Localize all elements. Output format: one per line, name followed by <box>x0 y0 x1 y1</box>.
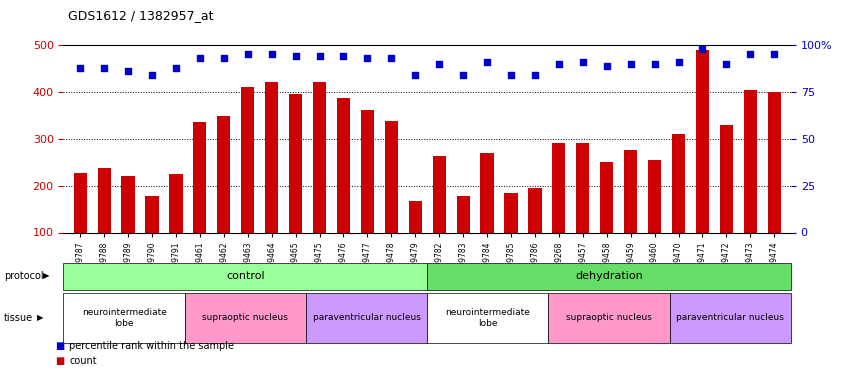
Text: tissue: tissue <box>4 313 33 323</box>
Bar <box>169 174 183 232</box>
Text: count: count <box>69 356 97 366</box>
Bar <box>360 110 374 232</box>
Point <box>265 51 278 57</box>
Point <box>193 55 206 61</box>
Text: supraoptic nucleus: supraoptic nucleus <box>202 314 288 322</box>
Point <box>121 68 135 74</box>
Bar <box>504 193 518 232</box>
Bar <box>313 82 326 232</box>
Bar <box>146 196 158 232</box>
Text: ▶: ▶ <box>43 272 50 280</box>
Bar <box>289 94 302 232</box>
Bar <box>672 134 685 232</box>
Text: protocol: protocol <box>4 271 44 281</box>
Point <box>720 61 733 67</box>
Point <box>360 55 374 61</box>
Point <box>385 55 398 61</box>
Point <box>241 51 255 57</box>
Bar <box>241 87 255 232</box>
Bar <box>122 176 135 232</box>
Bar <box>696 50 709 232</box>
Text: ▶: ▶ <box>37 314 44 322</box>
Text: paraventricular nucleus: paraventricular nucleus <box>313 314 420 322</box>
Point <box>74 64 87 70</box>
Point <box>576 59 590 65</box>
Bar <box>624 150 637 232</box>
Text: neurointermediate
lobe: neurointermediate lobe <box>82 308 167 327</box>
Text: GDS1612 / 1382957_at: GDS1612 / 1382957_at <box>68 9 213 22</box>
Point <box>313 53 327 59</box>
Point <box>169 64 183 70</box>
Text: neurointermediate
lobe: neurointermediate lobe <box>446 308 530 327</box>
Text: control: control <box>226 271 265 281</box>
Text: supraoptic nucleus: supraoptic nucleus <box>566 314 652 322</box>
Point <box>695 46 709 52</box>
Bar <box>97 168 111 232</box>
Bar <box>74 172 87 232</box>
Point <box>456 72 470 78</box>
Point <box>648 61 662 67</box>
Bar <box>432 156 446 232</box>
Point <box>504 72 518 78</box>
Bar <box>744 90 757 232</box>
Text: ■: ■ <box>55 341 64 351</box>
Text: ■: ■ <box>55 356 64 366</box>
Bar <box>481 153 494 232</box>
Point <box>409 72 422 78</box>
Bar <box>552 144 565 232</box>
Point <box>217 55 231 61</box>
Point <box>432 61 446 67</box>
Point <box>97 64 111 70</box>
Bar <box>193 122 206 232</box>
Point <box>624 61 637 67</box>
Bar <box>337 98 350 232</box>
Point <box>288 53 302 59</box>
Point <box>481 59 494 65</box>
Bar <box>767 92 781 232</box>
Bar <box>576 142 590 232</box>
Bar <box>217 116 230 232</box>
Bar <box>720 124 733 232</box>
Bar <box>648 160 662 232</box>
Bar <box>600 162 613 232</box>
Point <box>600 63 613 69</box>
Point <box>744 51 757 57</box>
Point <box>552 61 566 67</box>
Bar <box>385 121 398 232</box>
Bar <box>409 201 422 232</box>
Point <box>337 53 350 59</box>
Point <box>672 59 685 65</box>
Point <box>146 72 159 78</box>
Text: paraventricular nucleus: paraventricular nucleus <box>677 314 784 322</box>
Bar <box>457 196 470 232</box>
Text: dehydration: dehydration <box>575 271 643 281</box>
Text: percentile rank within the sample: percentile rank within the sample <box>69 341 234 351</box>
Point <box>528 72 541 78</box>
Point <box>767 51 781 57</box>
Bar <box>265 82 278 232</box>
Bar <box>529 188 541 232</box>
